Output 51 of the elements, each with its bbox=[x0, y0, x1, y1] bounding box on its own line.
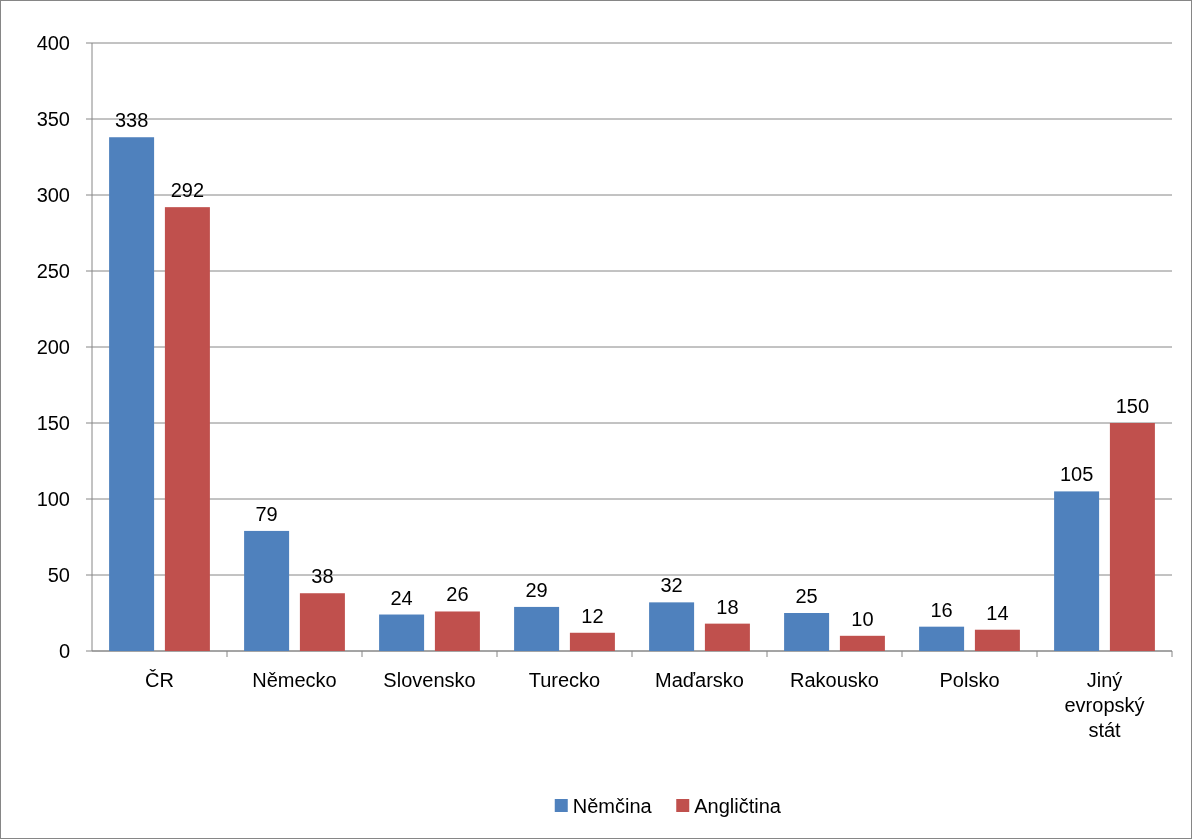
data-label: 292 bbox=[170, 179, 205, 202]
bar bbox=[569, 632, 615, 651]
x-tick-label: Maďarsko bbox=[655, 669, 744, 691]
bar bbox=[1054, 491, 1100, 651]
bar bbox=[109, 137, 155, 651]
y-tick-label: 150 bbox=[36, 412, 70, 434]
bar bbox=[299, 593, 345, 651]
y-tick-label: 200 bbox=[36, 336, 70, 358]
y-tick-label: 0 bbox=[58, 640, 70, 662]
data-label: 29 bbox=[525, 578, 548, 601]
y-tick-label: 300 bbox=[36, 184, 70, 206]
bar bbox=[839, 635, 885, 651]
y-tick-label: 100 bbox=[36, 488, 70, 510]
bar bbox=[1109, 423, 1155, 651]
data-label: 10 bbox=[851, 607, 874, 630]
x-tick-label: Německo bbox=[252, 669, 337, 691]
bar bbox=[514, 606, 560, 651]
bar bbox=[784, 613, 830, 651]
data-label: 32 bbox=[660, 574, 683, 597]
x-tick-label: Jiný evropský stát bbox=[1064, 669, 1145, 741]
bar bbox=[379, 614, 425, 651]
bar bbox=[649, 602, 695, 651]
bar bbox=[974, 629, 1020, 651]
data-label: 338 bbox=[114, 109, 149, 132]
data-label: 14 bbox=[986, 601, 1009, 624]
y-tick-label: 50 bbox=[47, 564, 70, 586]
bar bbox=[164, 207, 210, 651]
legend-label: Němčina bbox=[572, 795, 653, 817]
legend-label: Angličtina bbox=[694, 795, 782, 817]
data-label: 16 bbox=[930, 598, 953, 621]
x-tick-label: Slovensko bbox=[383, 669, 476, 691]
data-label: 18 bbox=[716, 595, 739, 618]
data-label: 150 bbox=[1115, 395, 1150, 417]
bar bbox=[434, 611, 480, 651]
x-tick-label: Turecko bbox=[528, 669, 601, 691]
data-label: 105 bbox=[1059, 463, 1094, 486]
x-tick-label: Rakousko bbox=[790, 669, 879, 691]
data-label: 26 bbox=[446, 583, 469, 606]
bar bbox=[919, 626, 965, 651]
y-tick-label: 400 bbox=[36, 32, 70, 54]
y-tick-label: 350 bbox=[36, 108, 70, 130]
bar bbox=[704, 623, 750, 651]
data-label: 38 bbox=[311, 565, 334, 588]
data-label: 25 bbox=[795, 585, 818, 607]
data-label: 12 bbox=[581, 604, 604, 627]
bar bbox=[244, 530, 290, 651]
x-tick-label: ČR bbox=[145, 669, 174, 691]
x-tick-label: Polsko bbox=[939, 669, 1000, 691]
data-label: 79 bbox=[255, 502, 278, 525]
data-label: 24 bbox=[390, 586, 413, 609]
y-tick-label: 250 bbox=[36, 260, 70, 282]
